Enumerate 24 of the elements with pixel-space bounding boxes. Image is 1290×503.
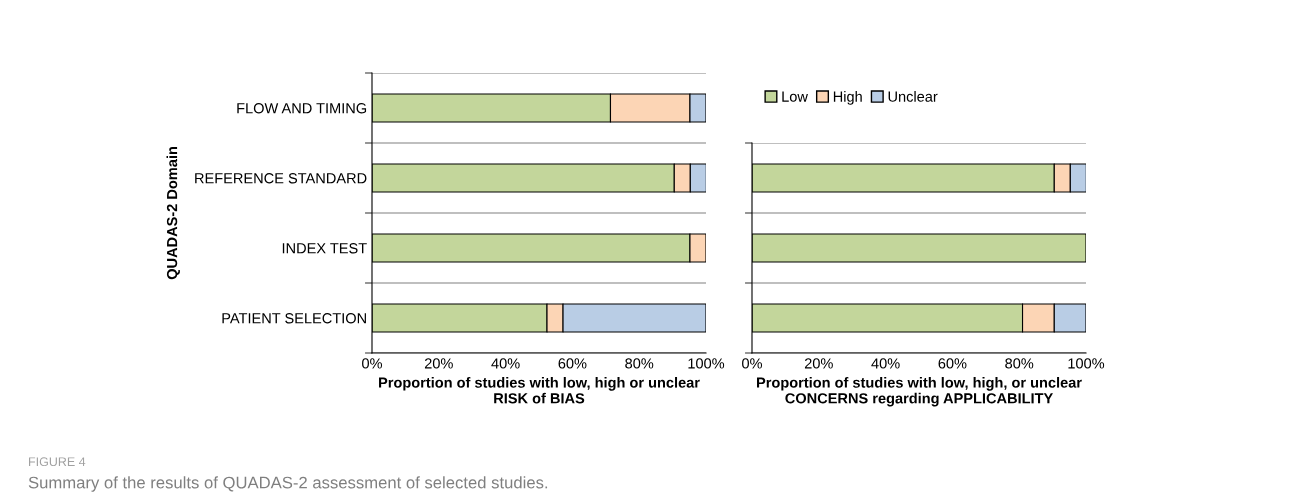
y-tick-label: PATIENT SELECTION: [222, 313, 366, 324]
x-tick-label: 40%: [491, 358, 520, 369]
x-tick-label: 40%: [871, 358, 900, 369]
x-tick-label: 60%: [938, 358, 967, 369]
x-tick-label: 20%: [424, 358, 453, 369]
x-tick-label: 80%: [625, 358, 654, 369]
x-tick-label: 100%: [1068, 358, 1105, 369]
text: Summary of the results of QUADAS-2 assessment of selected studies.: [28, 476, 548, 492]
x-tick-label: 80%: [1005, 358, 1034, 369]
x-tick-label: 60%: [558, 358, 587, 369]
x-tick-label: 20%: [804, 358, 833, 369]
y-tick-label: REFERENCE STANDARD: [195, 173, 367, 184]
x-axis-title: Proportion of studies with low, high, or unclear CONCERNS regarding APPLICABILITY: [757, 377, 1082, 407]
legend-label: High: [833, 91, 862, 105]
legend-label: Low: [782, 91, 808, 102]
legend-label: Unclear: [888, 91, 938, 102]
x-tick-label: 0%: [742, 358, 763, 369]
y-tick-label: INDEX TEST: [282, 243, 367, 254]
caption: FIGURE 4: [29, 457, 86, 467]
y-tick-label: FLOW AND TIMING: [237, 103, 367, 114]
x-tick-label: 100%: [688, 358, 725, 369]
x-tick-label: 0%: [362, 358, 383, 369]
x-axis-title: Proportion of studies with low, high or unclear RISK of BIAS: [379, 377, 700, 404]
y-axis-title: QUADAS-2 Domain: [166, 147, 180, 280]
